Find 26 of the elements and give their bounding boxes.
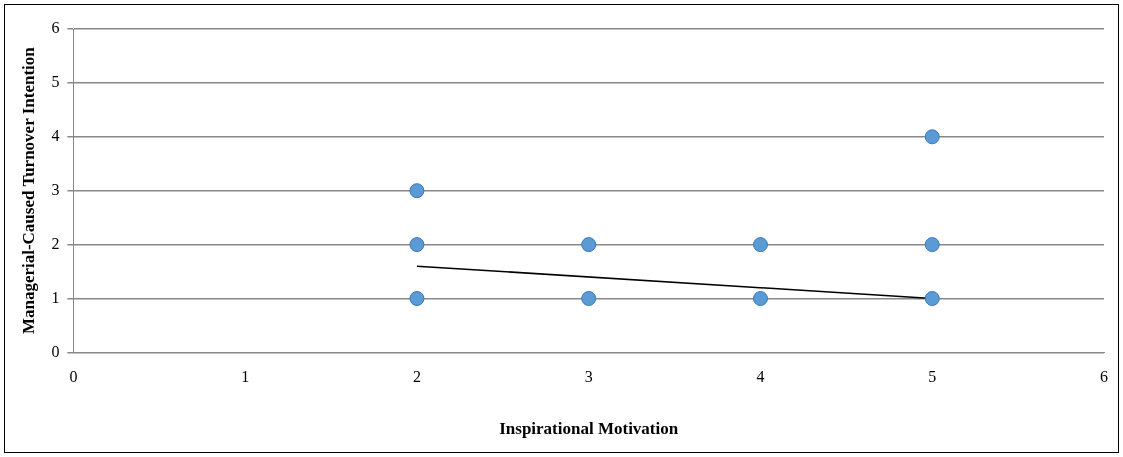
y-tick-label: 1 — [51, 288, 60, 306]
x-tick-label: 6 — [1100, 368, 1108, 386]
point — [409, 237, 425, 253]
point — [752, 291, 768, 306]
point — [581, 291, 597, 306]
point — [752, 237, 768, 253]
x-tick-label: 0 — [69, 368, 78, 386]
point — [924, 291, 940, 306]
y-tick-label: 4 — [51, 127, 60, 144]
x-tick-label: 5 — [928, 368, 937, 386]
x-tick-label: 3 — [584, 368, 593, 386]
point — [409, 183, 425, 199]
x-tick-label: 1 — [241, 368, 250, 386]
x-tick-label: 2 — [412, 368, 421, 386]
x-tick-label: 4 — [756, 368, 765, 386]
y-tick-label: 3 — [51, 180, 60, 198]
point — [409, 291, 425, 306]
y-tick-label: 5 — [51, 73, 60, 91]
point — [924, 129, 940, 145]
y-tick-label: 0 — [51, 342, 60, 360]
point — [581, 237, 597, 253]
y-tick-label: 2 — [51, 234, 60, 252]
point — [924, 237, 940, 253]
y-axis-title: Managerial-Caused Turnover Intention — [18, 46, 38, 335]
y-tick-label: 6 — [51, 19, 60, 37]
x-axis-title: Inspirational Motivation — [499, 419, 679, 439]
